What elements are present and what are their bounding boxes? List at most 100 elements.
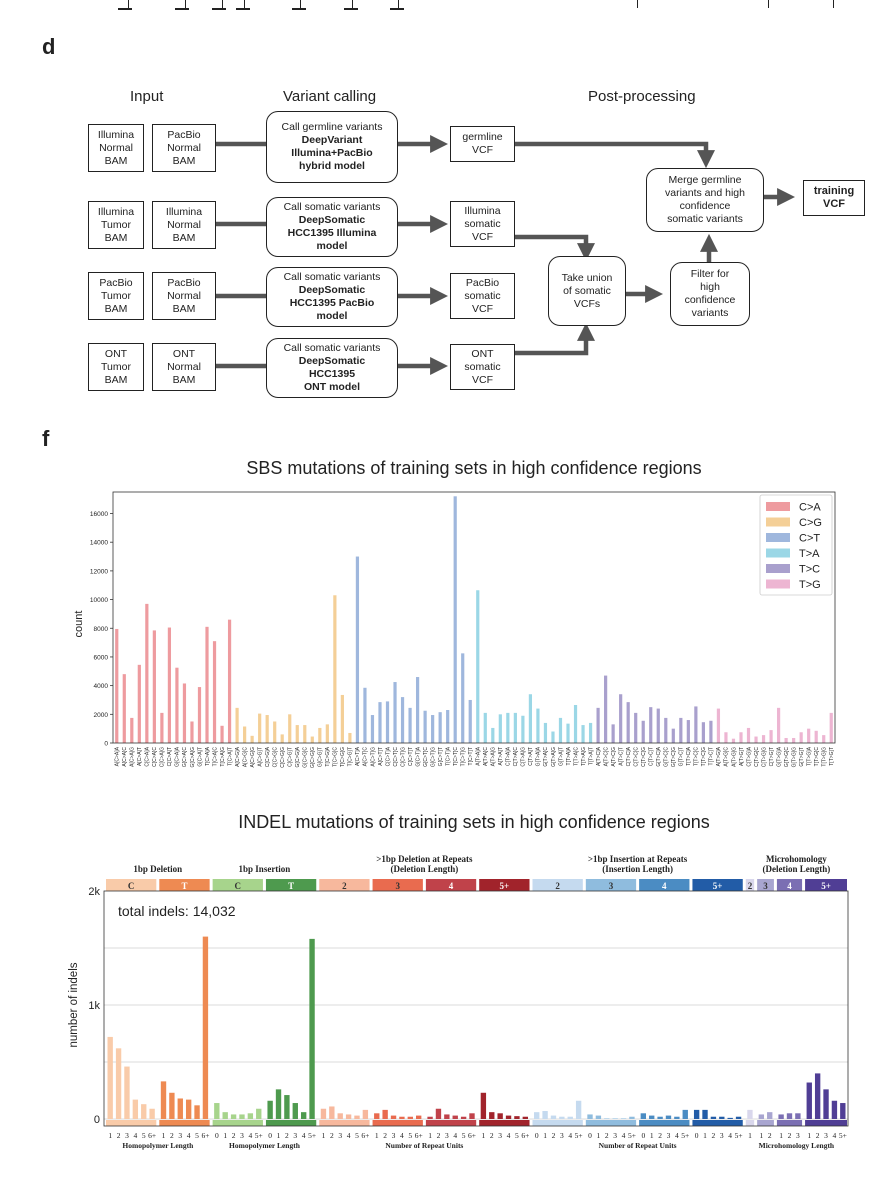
indel-xtick-label: 5: [408, 1131, 412, 1140]
indel-xtick-label: 2: [285, 1131, 289, 1140]
indel-bar: [758, 1114, 765, 1119]
sbs-xtick-label: T[T>G]T: [829, 747, 835, 766]
sbs-xtick-label: A[C>T]T: [378, 747, 384, 766]
sbs-xtick-label: G[C>T]C: [423, 747, 429, 767]
workflow-arrows: [216, 135, 796, 375]
indel-xtick-label: 5+: [575, 1131, 583, 1140]
indel-bar: [300, 1112, 307, 1119]
sbs-bar: [581, 725, 585, 743]
indel-xtick-label: 5: [462, 1131, 466, 1140]
sbs-bar: [558, 717, 563, 743]
sbs-xtick-label: G[T>A]T: [558, 747, 564, 766]
indel-bar: [767, 1112, 773, 1119]
sbs-bar: [167, 627, 172, 743]
sbs-xtick-label: G[T>G]T: [799, 747, 805, 767]
sbs-bar: [303, 725, 307, 743]
indel-xtick-label: 1: [162, 1131, 166, 1140]
indel-chart: INDEL mutations of training sets in high…: [68, 812, 849, 1150]
indel-xtick-label: 4: [187, 1131, 191, 1140]
sbs-bar: [807, 728, 811, 743]
sbs-xtick-label: A[T>A]C: [483, 747, 489, 766]
indel-bar: [320, 1108, 327, 1119]
sbs-bar: [243, 726, 247, 743]
sbs-bar: [385, 701, 390, 743]
sbs-xtick-label: C[C>A]T: [167, 747, 173, 766]
indel-bar: [620, 1118, 627, 1119]
indel-xcolor-band: [757, 1120, 774, 1126]
sbs-legend-label: C>G: [799, 517, 822, 529]
indel-category-band: [425, 879, 477, 891]
indel-xtick-label: 1: [428, 1131, 432, 1140]
input-box: ONT Tumor BAM: [88, 343, 144, 391]
indel-xtick-label: 1: [322, 1131, 326, 1140]
indel-xtick-label: 2: [605, 1131, 609, 1140]
indel-xtick-label: 5+: [628, 1131, 636, 1140]
indel-category-label: 2: [342, 881, 347, 891]
indel-category-label: 3: [609, 881, 614, 891]
ont-calling-box: Call somatic variants DeepSomatic HCC1395 O…: [266, 338, 398, 398]
sbs-xtick-label: A[T>A]A: [476, 746, 482, 765]
sbs-bar: [829, 712, 833, 743]
indel-xtick-label: 3: [392, 1131, 396, 1140]
indel-bar: [407, 1116, 413, 1119]
sbs-xtick-label: T[C>G]A: [325, 746, 331, 766]
sbs-xtick-label: G[C>G]C: [303, 747, 309, 768]
sbs-bar: [491, 727, 495, 743]
sbs-bar: [731, 738, 736, 743]
sbs-xtick-label: C[T>A]T: [528, 747, 534, 766]
sbs-xtick-label: C[T>G]C: [754, 747, 760, 767]
indel-category-label: T: [181, 881, 187, 891]
sbs-xtick-label: T[C>G]T: [348, 747, 354, 766]
indel-xtick-label: 3: [796, 1131, 800, 1140]
sbs-bar: [513, 712, 517, 743]
sbs-bar: [175, 667, 179, 743]
sbs-bar: [814, 730, 818, 743]
sbs-bar: [446, 710, 450, 743]
indel-category-band: [212, 879, 263, 891]
indel-ytick-label: 1k: [88, 1000, 100, 1012]
sbs-bar: [746, 727, 751, 743]
sbs-bar: [423, 710, 427, 743]
sbs-bar: [498, 714, 502, 743]
indel-group-xlabel: Number of Repeat Units: [385, 1141, 463, 1150]
sbs-xtick-label: C[C>T]G: [400, 747, 406, 767]
sbs-xtick-label: C[C>T]A: [385, 746, 391, 766]
sbs-bar: [619, 694, 623, 743]
sbs-xtick-label: C[T>A]C: [513, 747, 519, 767]
indel-xcolor-band: [425, 1120, 477, 1126]
sbs-bar: [641, 720, 645, 743]
indel-category-band: [805, 879, 847, 891]
sbs-bar: [739, 732, 743, 743]
indel-xcolor-band: [372, 1120, 423, 1126]
indel-category-band: [757, 879, 774, 891]
indel-xtick-label: 2: [788, 1131, 792, 1140]
indel-bar: [640, 1113, 647, 1119]
sbs-bar: [566, 723, 570, 743]
sbs-bar: [235, 707, 239, 743]
indel-bar: [505, 1115, 512, 1119]
sbs-bar: [137, 664, 141, 743]
sbs-bar: [370, 715, 375, 743]
sbs-bar: [476, 590, 480, 743]
indel-group-xlabel: Number of Repeat Units: [599, 1141, 677, 1150]
sbs-xtick-label: T[T>A]A: [566, 746, 572, 765]
sbs-xtick-label: T[C>A]C: [212, 747, 218, 767]
indel-xcolor-band: [692, 1120, 743, 1126]
indel-category-band: [776, 879, 803, 891]
sbs-bar: [468, 699, 472, 743]
indel-xcolor-band: [776, 1120, 803, 1126]
sbs-bar: [160, 712, 164, 743]
indel-bar: [806, 1082, 812, 1119]
sbs-chart: SBS mutations of training sets in high c…: [73, 458, 836, 768]
sbs-xtick-label: T[C>G]G: [340, 747, 346, 767]
sbs-bar: [393, 682, 397, 743]
sbs-xtick-label: A[T>C]C: [603, 747, 609, 767]
indel-bar: [840, 1103, 846, 1119]
sbs-xtick-label: A[C>A]C: [122, 747, 128, 767]
post-processing-column-header: Post-processing: [588, 88, 696, 105]
indel-bar: [230, 1114, 237, 1119]
sbs-xtick-label: G[C>A]T: [197, 747, 203, 767]
sbs-bar: [784, 737, 788, 743]
sbs-xtick-label: C[T>C]G: [641, 747, 647, 767]
indel-xcolor-band: [745, 1120, 755, 1126]
